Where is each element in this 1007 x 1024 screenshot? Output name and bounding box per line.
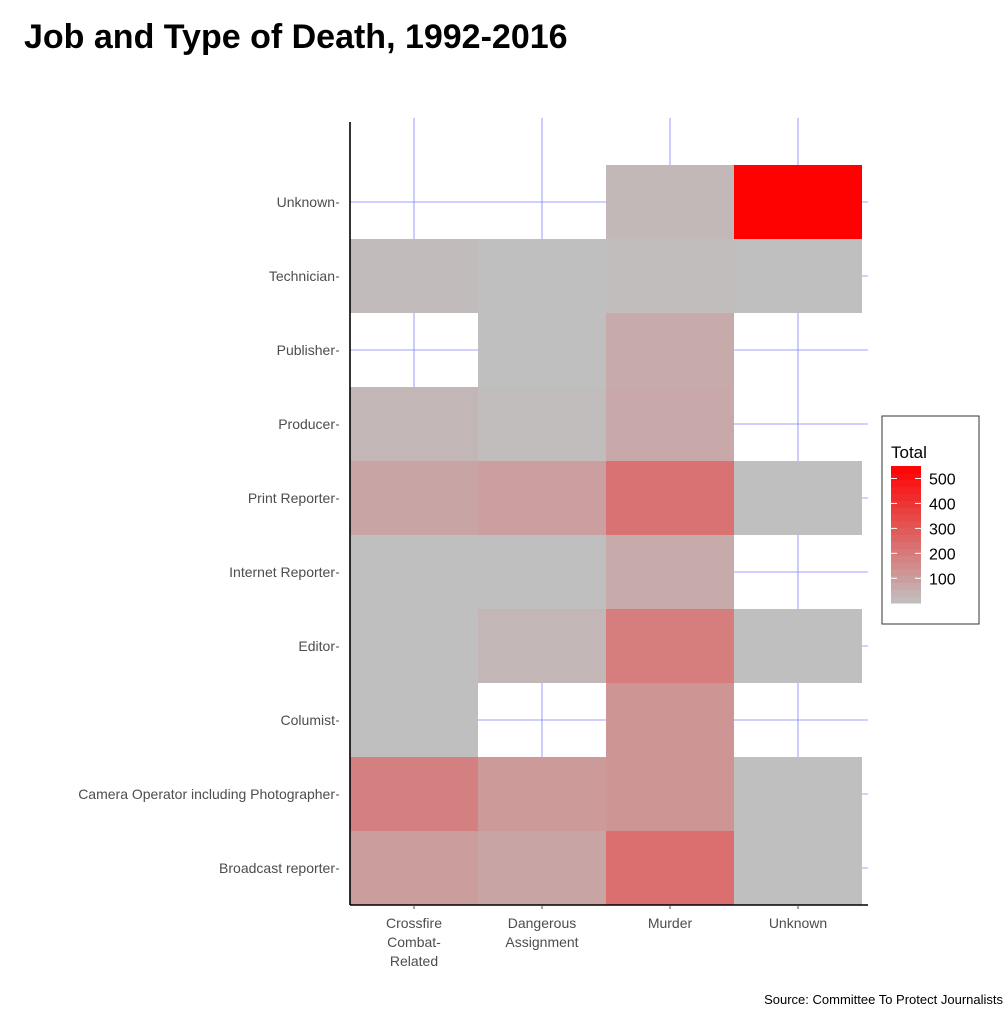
- heatmap-cell: [734, 165, 862, 239]
- heatmap-cell: [350, 387, 478, 461]
- heatmap-cell: [478, 609, 606, 683]
- x-tick-label: Unknown: [769, 915, 827, 931]
- x-tick-label: Related: [390, 953, 438, 969]
- heatmap-cell: [734, 239, 862, 313]
- y-tick-label: Broadcast reporter: [219, 860, 335, 876]
- legend-colorbar-step: [891, 479, 921, 488]
- heatmap-cell: [606, 461, 734, 535]
- heatmap-cell: [734, 757, 862, 831]
- y-tick-label: Technician: [269, 268, 335, 284]
- x-tick-label: Combat-: [387, 934, 441, 950]
- heatmap-cell: [350, 239, 478, 313]
- heatmap-cell: [478, 239, 606, 313]
- y-tick-label: Internet Reporter: [229, 564, 335, 580]
- legend-tick-label: 200: [929, 546, 956, 563]
- legend-tick-label: 300: [929, 521, 956, 538]
- heatmap-cell: [478, 831, 606, 905]
- heatmap-cell: [350, 757, 478, 831]
- legend-colorbar-step: [891, 548, 921, 556]
- heatmap-cells: [350, 165, 862, 905]
- legend-colorbar-step: [891, 561, 921, 570]
- legend-colorbar-step: [891, 534, 921, 542]
- chart-title: Job and Type of Death, 1992-2016: [24, 18, 568, 56]
- y-tick-label: Producer: [278, 416, 335, 432]
- heatmap-cell: [606, 609, 734, 683]
- legend-colorbar-step: [891, 513, 921, 522]
- heatmap-cell: [350, 683, 478, 757]
- y-tick-label: Unknown: [277, 194, 335, 210]
- legend-colorbar-step: [891, 582, 921, 590]
- heatmap-cell: [606, 831, 734, 905]
- legend-tick-label: 400: [929, 496, 956, 513]
- x-tick-label: Dangerous: [508, 915, 577, 931]
- y-tick-label: Editor: [298, 638, 335, 654]
- x-tick-label: Assignment: [505, 934, 578, 950]
- heatmap-cell: [606, 683, 734, 757]
- legend-colorbar-step: [891, 486, 921, 494]
- legend-tick-label: 100: [929, 571, 956, 588]
- x-tick-label: Crossfire: [386, 915, 442, 931]
- source-caption: Source: Committee To Protect Journalists: [764, 992, 1003, 1007]
- heatmap-cell: [350, 535, 478, 609]
- legend-colorbar-step: [891, 520, 921, 529]
- x-tick-label: Murder: [648, 915, 693, 931]
- y-tick-label: Columist: [281, 712, 336, 728]
- legend-colorbar-step: [891, 568, 921, 577]
- heatmap-cell: [606, 387, 734, 461]
- heatmap-cell: [734, 609, 862, 683]
- legend-tick-label: 500: [929, 471, 956, 488]
- heatmap-cell: [350, 609, 478, 683]
- heatmap-cell: [606, 165, 734, 239]
- y-tick-label: Publisher: [277, 342, 336, 358]
- heatmap-cell: [606, 239, 734, 313]
- heatmap-cell: [478, 757, 606, 831]
- heatmap-cell: [606, 757, 734, 831]
- legend-colorbar-step: [891, 575, 921, 583]
- legend: Total 100 200 300 400 500: [881, 415, 980, 625]
- heatmap-cell: [350, 831, 478, 905]
- legend-colorbar-step: [891, 466, 921, 474]
- axes: Broadcast reporter Camera Operator includ…: [78, 122, 868, 969]
- heatmap-cell: [478, 461, 606, 535]
- legend-colorbar-step: [891, 507, 921, 515]
- heatmap-cell: [350, 461, 478, 535]
- legend-colorbar-step: [891, 555, 921, 563]
- heatmap-cell: [606, 535, 734, 609]
- legend-colorbar-step: [891, 541, 921, 549]
- heatmap-cell: [478, 313, 606, 387]
- legend-colorbar-step: [891, 589, 921, 597]
- legend-colorbar-step: [891, 500, 921, 508]
- heatmap-cell: [734, 461, 862, 535]
- y-tick-label: Camera Operator including Photographer: [78, 786, 335, 802]
- legend-colorbar-step: [891, 596, 921, 604]
- y-tick-label: Print Reporter: [248, 490, 335, 506]
- legend-colorbar-step: [891, 527, 921, 535]
- heatmap-cell: [478, 387, 606, 461]
- legend-colorbar-step: [891, 493, 921, 501]
- heatmap-cell: [606, 313, 734, 387]
- heatmap-cell: [734, 831, 862, 905]
- heatmap-cell: [478, 535, 606, 609]
- legend-colorbar-step: [891, 472, 921, 481]
- legend-title: Total: [891, 443, 927, 462]
